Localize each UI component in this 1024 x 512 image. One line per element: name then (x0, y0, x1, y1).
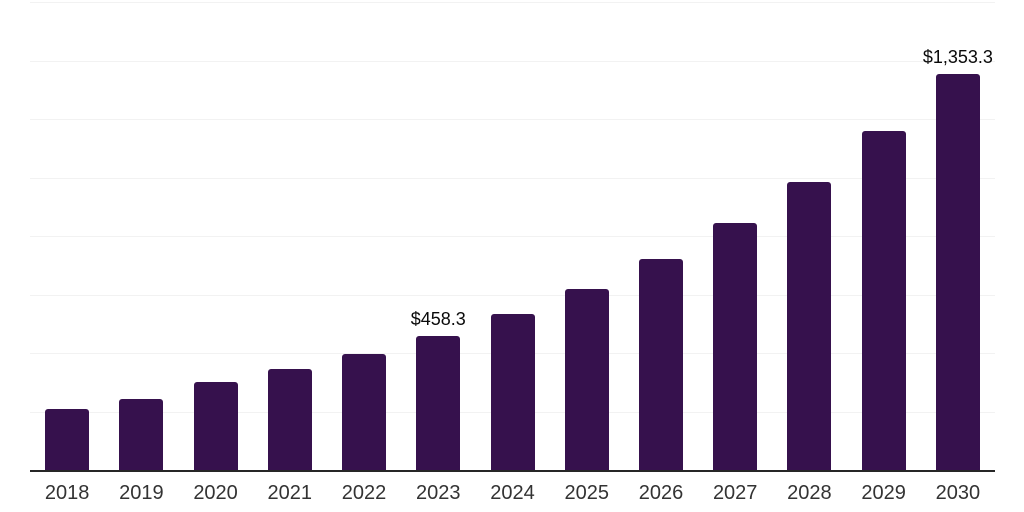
x-tick-label-2026: 2026 (638, 482, 684, 504)
bar-2023[interactable] (416, 335, 461, 470)
x-tick-label-2018: 2018 (44, 482, 90, 504)
x-tick-label-2030: 2030 (935, 482, 981, 504)
data-label-2023: $458.3 (410, 308, 466, 329)
bar-2027[interactable] (713, 222, 758, 470)
x-tick-label-2023: 2023 (416, 482, 461, 504)
gridline-1600 (30, 2, 995, 3)
bar-2018[interactable] (45, 408, 90, 470)
gridline-800 (30, 236, 995, 237)
gridline-600 (30, 294, 995, 296)
x-tick-label-2020: 2020 (193, 482, 238, 504)
bar-2030[interactable] (935, 74, 980, 470)
x-tick-label-2029: 2029 (861, 482, 906, 504)
x-axis-line (30, 470, 995, 472)
bar-2020[interactable] (193, 382, 238, 470)
gridline-1400 (30, 60, 995, 62)
bar-2028[interactable] (787, 181, 832, 470)
gridline-1000 (30, 177, 995, 179)
bar-2025[interactable] (564, 288, 609, 470)
x-tick-label-2021: 2021 (267, 482, 313, 504)
bar-2021[interactable] (267, 369, 312, 470)
bar-2019[interactable] (119, 399, 164, 470)
x-tick-label-2027: 2027 (712, 482, 758, 504)
x-tick-label-2022: 2022 (341, 482, 387, 504)
bar-2024[interactable] (490, 313, 535, 470)
data-label-2030: $1,353.3 (922, 47, 993, 68)
x-tick-label-2024: 2024 (490, 482, 535, 504)
x-tick-label-2019: 2019 (119, 482, 164, 504)
bar-2029[interactable] (861, 131, 906, 470)
x-tick-label-2028: 2028 (787, 482, 832, 504)
bar-2026[interactable] (638, 258, 683, 470)
gridline-1200 (30, 119, 995, 120)
x-tick-label-2025: 2025 (564, 482, 609, 504)
bar-2022[interactable] (342, 353, 387, 470)
